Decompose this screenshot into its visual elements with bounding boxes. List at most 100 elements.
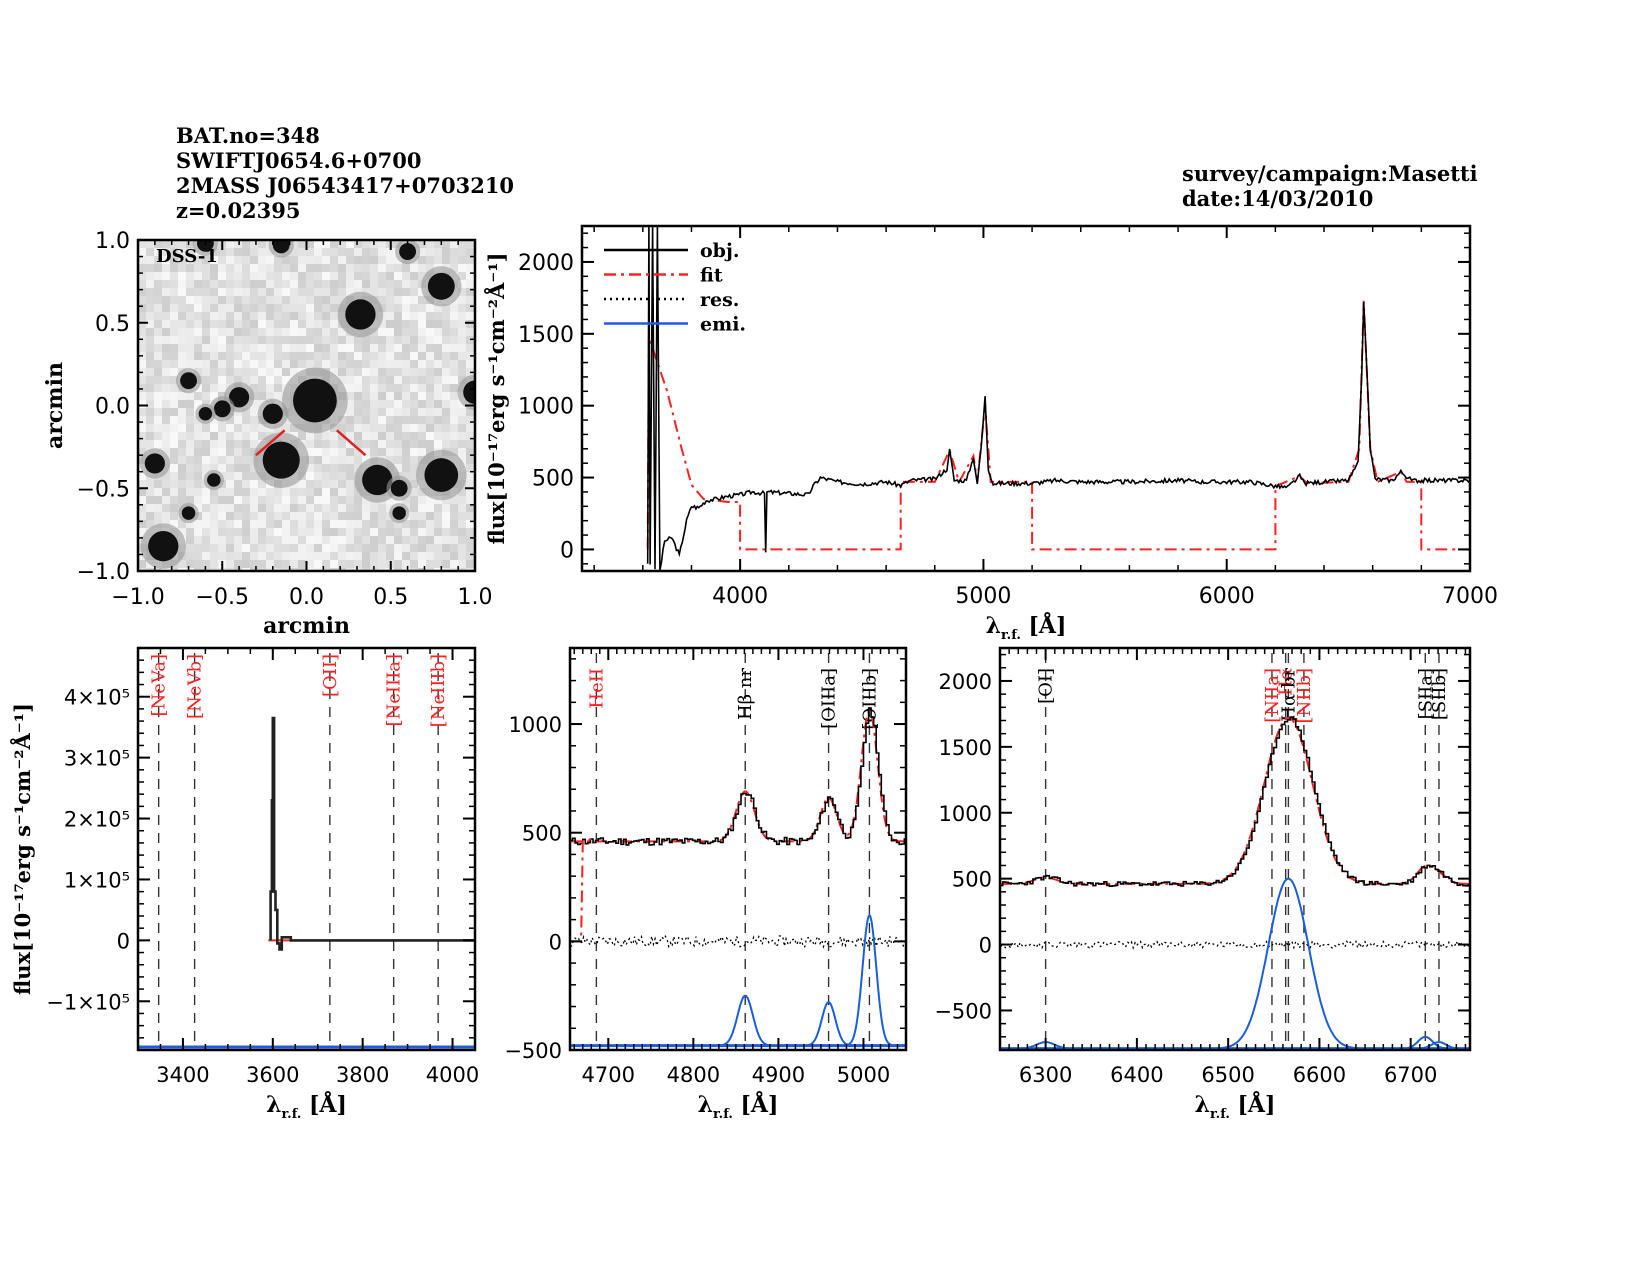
image-pixel [306, 360, 314, 368]
image-pixel [186, 560, 194, 568]
line-label: [NeIIIb] [428, 654, 449, 727]
image-pixel [346, 264, 354, 272]
image-pixel [202, 296, 210, 304]
image-pixel [434, 328, 442, 336]
angstrom-unit: [Å] [1021, 612, 1067, 639]
image-pixel [346, 536, 354, 544]
image-pixel [218, 496, 226, 504]
image-pixel [274, 568, 282, 571]
image-pixel [442, 520, 450, 528]
lambda-symbol: λ [698, 1092, 713, 1118]
image-pixel [314, 536, 322, 544]
image-pixel [234, 536, 242, 544]
image-pixel [242, 416, 250, 424]
y-axis-label: arcmin [42, 362, 68, 449]
image-pixel [338, 240, 346, 248]
obj-spectrum-line [646, 226, 1470, 571]
image-pixel [202, 320, 210, 328]
image-pixel [274, 272, 282, 280]
image-pixel [290, 328, 298, 336]
image-pixel [466, 528, 474, 536]
image-pixel [394, 360, 402, 368]
image-pixel [466, 320, 474, 328]
image-pixel [290, 536, 298, 544]
star-source [213, 400, 231, 418]
image-pixel [466, 488, 474, 496]
image-pixel [330, 568, 338, 571]
image-pixel [138, 528, 146, 536]
image-pixel [266, 544, 274, 552]
image-pixel [466, 432, 474, 440]
image-pixel [202, 352, 210, 360]
image-pixel [442, 552, 450, 560]
image-pixel [346, 272, 354, 280]
image-pixel [138, 256, 146, 264]
image-pixel [282, 424, 290, 432]
image-pixel [314, 456, 322, 464]
image-pixel [426, 368, 434, 376]
image-pixel [338, 528, 346, 536]
image-pixel [282, 568, 290, 571]
image-pixel [274, 344, 282, 352]
image-pixel [402, 456, 410, 464]
image-pixel [138, 264, 146, 272]
image-pixel [394, 520, 402, 528]
image-pixel [154, 488, 162, 496]
blue-zoom-panel: [NeVa] [NeVb] [OII] [NeIIIa] [NeIIIb]3400 360… [10, 646, 479, 1122]
image-pixel [290, 248, 298, 256]
image-pixel [146, 352, 154, 360]
image-pixel [218, 392, 226, 400]
image-pixel [146, 512, 154, 520]
image-pixel [282, 512, 290, 520]
image-pixel [450, 240, 458, 248]
image-pixel [234, 504, 242, 512]
line-label: [NeIIIa] [384, 654, 405, 727]
image-pixel [402, 424, 410, 432]
image-pixel [266, 320, 274, 328]
image-pixel [458, 432, 466, 440]
image-pixel [330, 552, 338, 560]
image-pixel [138, 360, 146, 368]
image-pixel [178, 256, 186, 264]
image-pixel [186, 320, 194, 328]
image-pixel [410, 480, 418, 488]
image-pixel [370, 544, 378, 552]
image-pixel [426, 360, 434, 368]
image-pixel [266, 328, 274, 336]
image-pixel [210, 272, 218, 280]
image-pixel [202, 544, 210, 552]
image-pixel [154, 432, 162, 440]
image-pixel [226, 336, 234, 344]
line-label: [SIIa] [1415, 668, 1436, 719]
x-tick-label: −1.0 [111, 585, 164, 610]
image-pixel [370, 256, 378, 264]
image-pixel [426, 528, 434, 536]
image-pixel [322, 280, 330, 288]
image-pixel [322, 488, 330, 496]
image-pixel [194, 480, 202, 488]
image-pixel [378, 424, 386, 432]
image-pixel [370, 344, 378, 352]
image-pixel [274, 376, 282, 384]
image-pixel [402, 440, 410, 448]
image-pixel [154, 440, 162, 448]
image-pixel [466, 464, 474, 472]
image-pixel [442, 440, 450, 448]
image-pixel [466, 408, 474, 416]
image-pixel [298, 552, 306, 560]
image-pixel [186, 528, 194, 536]
image-pixel [226, 496, 234, 504]
image-pixel [226, 360, 234, 368]
image-pixel [466, 240, 474, 248]
y-tick-label: 2000 [518, 251, 574, 276]
image-pixel [354, 336, 362, 344]
x-tick-label: 4000 [712, 584, 768, 609]
image-pixel [138, 320, 146, 328]
image-pixel [186, 408, 194, 416]
image-pixel [458, 360, 466, 368]
image-pixel [314, 496, 322, 504]
image-pixel [418, 448, 426, 456]
image-pixel [258, 288, 266, 296]
image-pixel [370, 528, 378, 536]
image-pixel [218, 488, 226, 496]
